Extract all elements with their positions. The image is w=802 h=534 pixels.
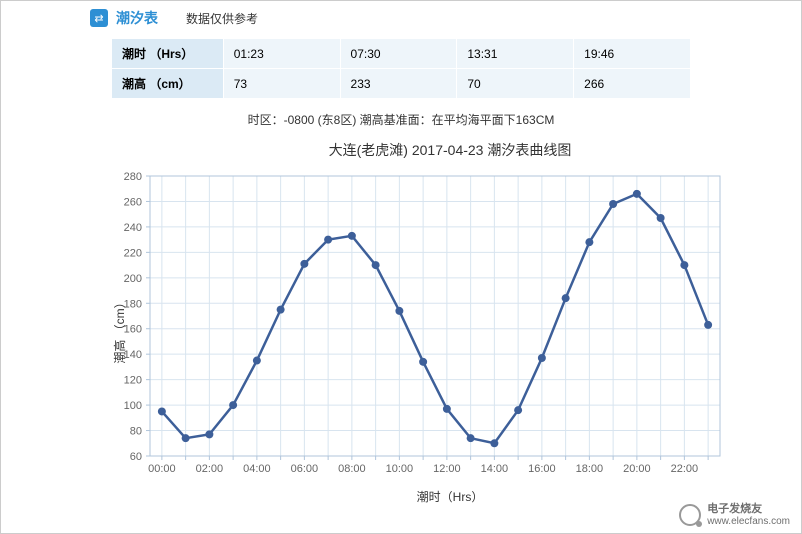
watermark-icon (679, 504, 701, 526)
section-title: 潮汐表 (116, 8, 158, 28)
svg-text:60: 60 (130, 451, 142, 463)
svg-text:14:00: 14:00 (481, 463, 509, 475)
svg-text:12:00: 12:00 (433, 463, 461, 475)
svg-text:260: 260 (124, 196, 142, 208)
svg-text:240: 240 (124, 222, 142, 234)
table-cell: 70 (457, 69, 574, 99)
svg-text:16:00: 16:00 (528, 463, 556, 475)
svg-text:02:00: 02:00 (196, 463, 224, 475)
svg-text:120: 120 (124, 375, 142, 387)
section-note: 数据仅供参考 (186, 10, 258, 27)
table-cell: 266 (574, 69, 691, 99)
watermark-text: 电子发烧友 www.elecfans.com (707, 503, 790, 528)
table-cell: 13:31 (457, 39, 574, 69)
table-row: 潮高 （cm） 73 233 70 266 (112, 69, 691, 99)
svg-text:18:00: 18:00 (576, 463, 604, 475)
svg-text:00:00: 00:00 (148, 463, 176, 475)
section-header: ⇄ 潮汐表 数据仅供参考 (90, 8, 742, 28)
table-cell: 19:46 (574, 39, 691, 69)
table-row: 潮时 （Hrs） 01:23 07:30 13:31 19:46 (112, 39, 691, 69)
svg-text:06:00: 06:00 (291, 463, 319, 475)
svg-text:22:00: 22:00 (671, 463, 699, 475)
chart-svg: 608010012014016018020022024026028000:000… (100, 166, 740, 486)
tide-icon: ⇄ (90, 9, 108, 27)
y-axis-label: 潮高 （cm） (111, 296, 128, 363)
watermark-url: www.elecfans.com (707, 516, 790, 528)
svg-text:200: 200 (124, 273, 142, 285)
svg-text:04:00: 04:00 (243, 463, 271, 475)
table-cell: 233 (340, 69, 457, 99)
watermark: 电子发烧友 www.elecfans.com (679, 503, 790, 528)
tide-chart: 大连(老虎滩) 2017-04-23 潮汐表曲线图 潮高 （cm） 60 80 10… (100, 140, 800, 520)
table-cell: 01:23 (223, 39, 340, 69)
row-header-time: 潮时 （Hrs） (112, 39, 224, 69)
svg-text:08:00: 08:00 (338, 463, 366, 475)
svg-text:20:00: 20:00 (623, 463, 651, 475)
svg-text:280: 280 (124, 171, 142, 183)
chart-title: 大连(老虎滩) 2017-04-23 潮汐表曲线图 (100, 140, 800, 160)
table-cell: 73 (223, 69, 340, 99)
svg-text:220: 220 (124, 247, 142, 259)
row-header-height: 潮高 （cm） (112, 69, 224, 99)
svg-text:100: 100 (124, 400, 142, 412)
svg-text:10:00: 10:00 (386, 463, 414, 475)
watermark-cn: 电子发烧友 (707, 503, 790, 516)
tide-table: 潮时 （Hrs） 01:23 07:30 13:31 19:46 潮高 （cm）… (111, 38, 691, 99)
metadata-text: 时区：-0800 (东8区) 潮高基准面：在平均海平面下163CM (60, 111, 742, 128)
table-cell: 07:30 (340, 39, 457, 69)
svg-text:80: 80 (130, 426, 142, 438)
